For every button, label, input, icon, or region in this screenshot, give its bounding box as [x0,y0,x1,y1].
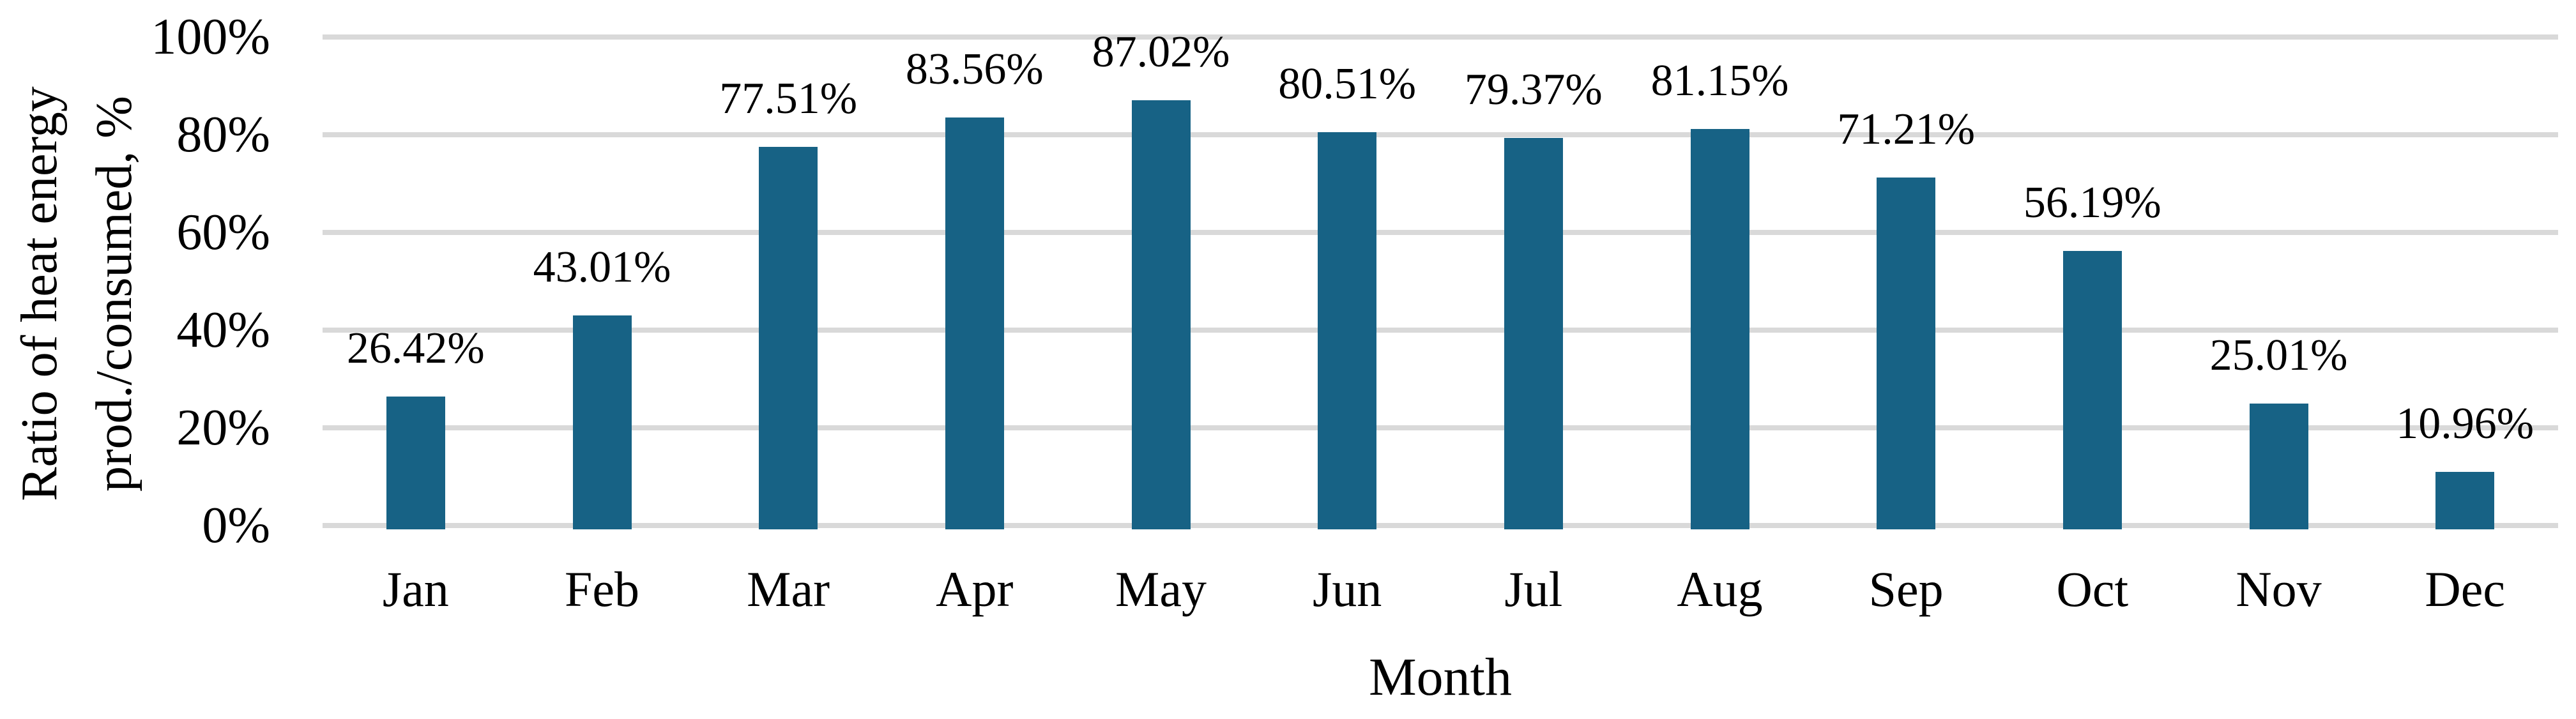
y-tick-label: 40% [176,302,270,358]
bar-nov [2249,403,2308,529]
bar-value-label: 25.01% [2209,330,2348,380]
bar-apr [945,117,1004,529]
gridline [323,328,2558,333]
x-tick-label: Apr [936,561,1014,617]
x-tick-label: Dec [2425,561,2505,617]
gridline [323,425,2558,430]
bar-mar [759,147,818,529]
bar-aug [1690,129,1749,529]
bar-jan [386,396,445,529]
gridline [323,230,2558,235]
bar-sep [1877,178,1936,529]
x-tick-label: Jan [382,561,449,617]
bar-value-label: 71.21% [1837,105,1976,155]
bar-value-label: 83.56% [905,44,1044,94]
x-axis-title: Month [1368,647,1513,707]
bar-oct [2062,251,2122,529]
bar-value-label: 10.96% [2396,399,2534,449]
y-tick-label: 80% [176,107,270,163]
bar-dec [2435,472,2495,529]
bar-value-label: 80.51% [1278,59,1417,109]
bar-may [1131,100,1191,529]
x-tick-label: Nov [2236,561,2322,617]
bar-jul [1504,137,1563,529]
x-tick-label: Mar [747,561,830,617]
gridline [323,34,2558,40]
bar-value-label: 56.19% [2023,178,2161,228]
y-tick-label: 100% [151,9,270,65]
y-tick-label: 20% [176,400,270,456]
bar-value-label: 79.37% [1464,64,1603,114]
y-tick-label: 60% [176,204,270,261]
x-tick-label: Jul [1504,561,1563,617]
x-tick-label: Aug [1677,561,1763,617]
x-tick-label: May [1115,561,1207,617]
x-tick-label: Sep [1868,561,1944,617]
bar-value-label: 87.02% [1092,27,1230,77]
bar-value-label: 43.01% [533,242,671,292]
bar-value-label: 26.42% [346,323,485,373]
bar-feb [572,315,632,529]
x-tick-label: Oct [2056,561,2129,617]
x-tick-label: Feb [565,561,639,617]
bar-jun [1318,132,1377,529]
bar-value-label: 81.15% [1650,56,1789,106]
gridline [323,523,2558,528]
bar-value-label: 77.51% [719,74,858,124]
x-tick-label: Jun [1312,561,1382,617]
y-tick-label: 0% [202,497,270,554]
gridline [323,132,2558,137]
